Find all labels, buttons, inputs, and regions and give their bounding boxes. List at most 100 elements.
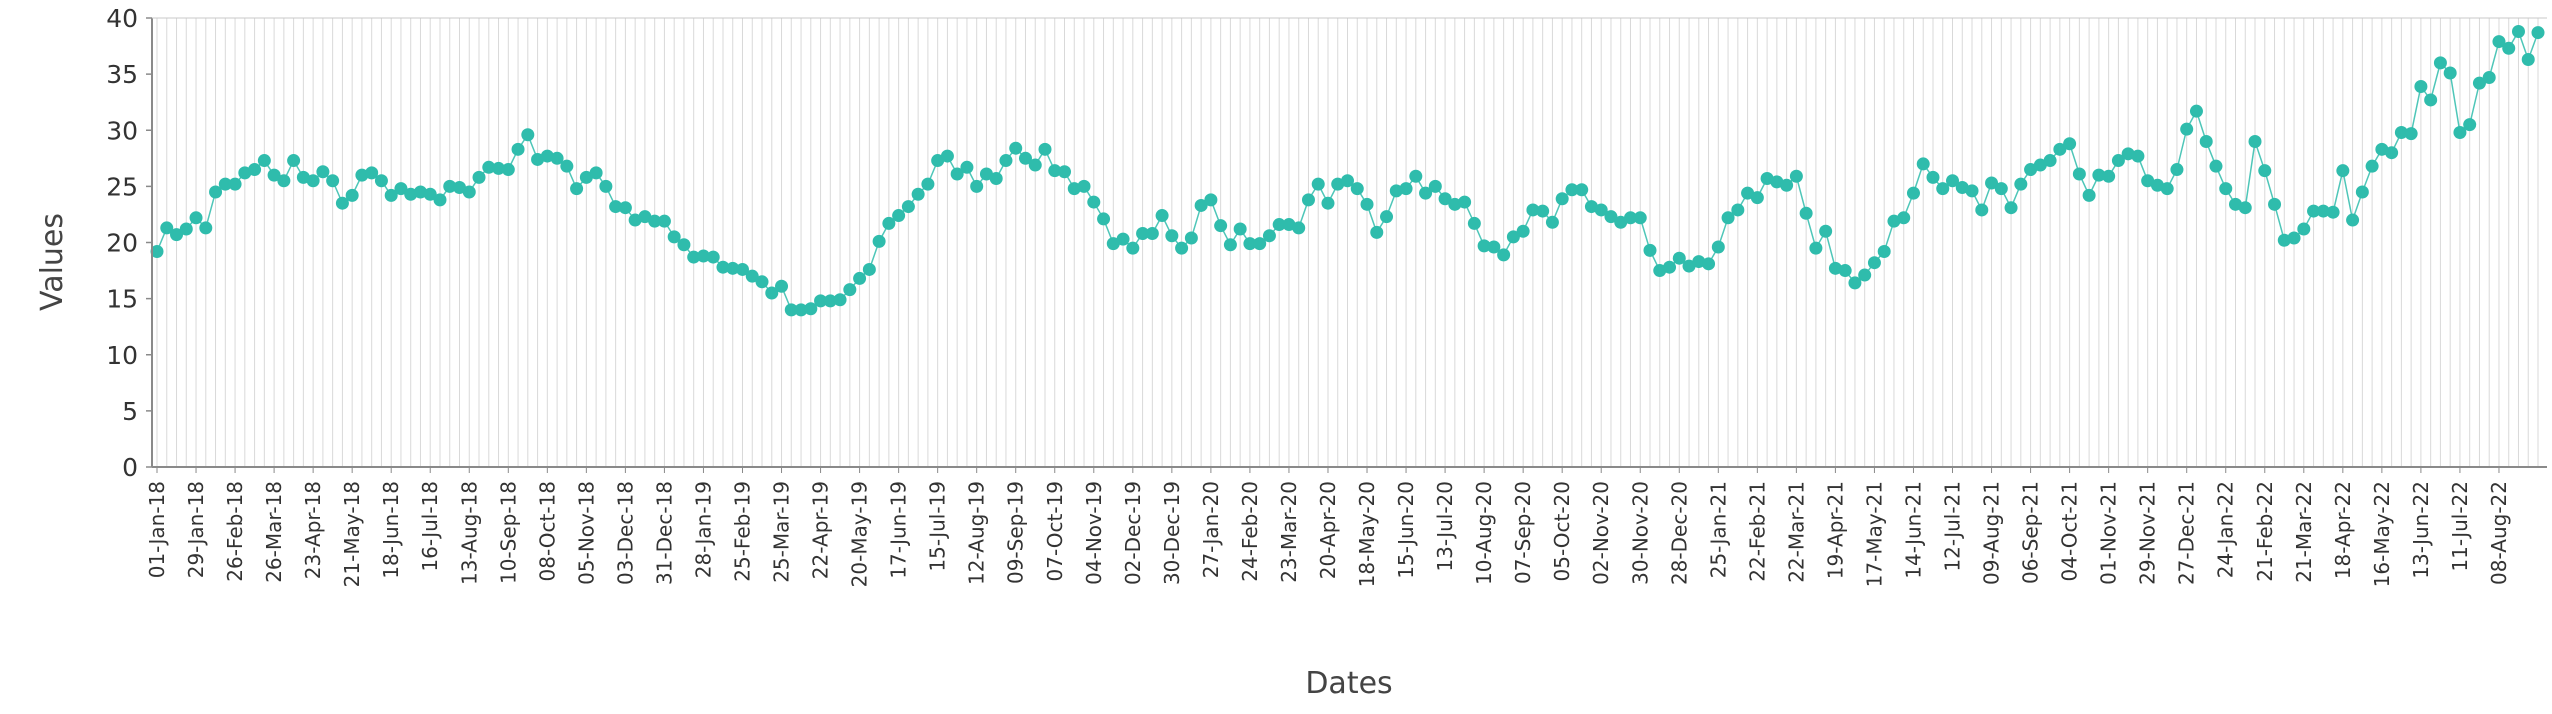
data-point xyxy=(1975,203,1989,217)
data-point xyxy=(648,214,662,228)
x-tick-label: 06-Sep-21 xyxy=(2019,481,2043,584)
x-tick-label: 22-Feb-21 xyxy=(1745,481,1769,582)
data-point xyxy=(882,216,896,230)
data-point xyxy=(1555,192,1569,206)
data-point xyxy=(2463,118,2477,132)
x-tick-label: 24-Feb-20 xyxy=(1238,481,1262,582)
data-point xyxy=(1692,255,1706,269)
x-tick-label: 29-Jan-18 xyxy=(184,481,208,578)
data-point xyxy=(2229,197,2242,211)
data-point xyxy=(1009,141,1023,155)
data-point xyxy=(1663,260,1677,274)
x-tick-label: 30-Nov-20 xyxy=(1628,481,1652,585)
x-tick-label: 14-Jun-21 xyxy=(1901,481,1925,579)
data-point xyxy=(443,179,457,193)
data-point xyxy=(1506,230,1520,244)
y-tick-label: 35 xyxy=(106,60,138,89)
x-tick-label: 12-Jul-21 xyxy=(1941,481,1965,572)
data-point xyxy=(2336,164,2350,178)
y-tick-label: 25 xyxy=(106,172,138,201)
data-point xyxy=(1253,237,1267,251)
data-point xyxy=(901,200,915,214)
data-point xyxy=(1038,142,1052,156)
x-axis-title: Dates xyxy=(1305,666,1392,701)
data-point xyxy=(1194,198,1208,212)
data-point xyxy=(2024,163,2038,177)
x-tick-label: 25-Feb-19 xyxy=(730,481,754,582)
data-point xyxy=(657,214,671,228)
data-point xyxy=(2404,127,2418,141)
data-point xyxy=(2238,201,2252,215)
data-point xyxy=(2014,177,2028,191)
data-point xyxy=(2326,205,2340,219)
data-point xyxy=(940,149,954,163)
x-tick-label: 04-Nov-19 xyxy=(1082,481,1106,585)
data-point xyxy=(1819,224,1833,238)
x-tick-label: 07-Sep-20 xyxy=(1511,481,1535,584)
data-point xyxy=(1623,211,1637,225)
data-point xyxy=(2424,93,2438,107)
data-point xyxy=(1916,157,1930,171)
data-point xyxy=(199,221,213,235)
x-tick-label: 03-Dec-18 xyxy=(613,481,637,585)
data-point xyxy=(872,234,886,248)
data-point xyxy=(1731,203,1745,217)
data-point xyxy=(1292,221,1306,235)
data-point xyxy=(2219,182,2233,196)
data-point xyxy=(2482,70,2496,84)
data-point xyxy=(1097,212,1111,226)
data-point xyxy=(1165,229,1179,243)
data-point xyxy=(960,160,974,174)
data-point xyxy=(316,165,330,179)
x-tick-label: 19-Apr-21 xyxy=(1823,481,1847,579)
data-point xyxy=(853,271,867,285)
data-point xyxy=(726,261,740,275)
data-point xyxy=(1994,182,2008,196)
data-point xyxy=(492,161,506,175)
data-point xyxy=(1058,165,1072,179)
x-tick-label: 26-Mar-18 xyxy=(262,481,286,583)
data-point xyxy=(1672,251,1686,265)
data-point xyxy=(423,187,437,201)
data-point xyxy=(579,170,593,184)
data-point xyxy=(1536,204,1550,218)
x-tick-label: 09-Aug-21 xyxy=(1980,481,2004,585)
data-point xyxy=(1350,182,1364,196)
x-tick-label: 05-Oct-20 xyxy=(1550,481,1574,581)
data-point xyxy=(1867,256,1881,270)
data-point xyxy=(384,188,398,202)
data-point xyxy=(979,167,993,181)
data-point xyxy=(189,211,203,225)
x-tick-label: 17-Jun-19 xyxy=(887,481,911,579)
data-point xyxy=(1487,240,1501,254)
data-point xyxy=(2277,233,2291,247)
data-point xyxy=(335,196,349,210)
x-tick-label: 18-Apr-22 xyxy=(2331,481,2355,579)
data-point xyxy=(2141,174,2155,188)
x-tick-label: 25-Jan-21 xyxy=(1706,481,1730,578)
data-point xyxy=(1243,237,1257,251)
data-point xyxy=(1341,174,1354,188)
data-point xyxy=(628,213,642,227)
data-point xyxy=(1985,176,1999,190)
x-tick-label: 15-Jul-19 xyxy=(926,481,950,572)
data-point xyxy=(1077,179,1091,193)
data-point xyxy=(1399,182,1413,196)
data-point xyxy=(677,238,691,252)
data-point xyxy=(1604,210,1618,224)
data-point xyxy=(2287,231,2301,245)
data-point xyxy=(1750,191,1764,205)
data-point xyxy=(1926,170,1940,184)
data-point xyxy=(2092,168,2106,182)
data-point xyxy=(394,182,408,196)
data-point xyxy=(1946,174,1960,188)
data-point xyxy=(2297,222,2311,236)
data-point xyxy=(1458,195,1472,209)
data-point xyxy=(2180,122,2194,136)
data-point xyxy=(2346,213,2360,227)
data-point xyxy=(374,174,388,188)
data-point xyxy=(453,181,466,194)
data-point xyxy=(501,163,515,177)
data-point xyxy=(2511,24,2525,38)
